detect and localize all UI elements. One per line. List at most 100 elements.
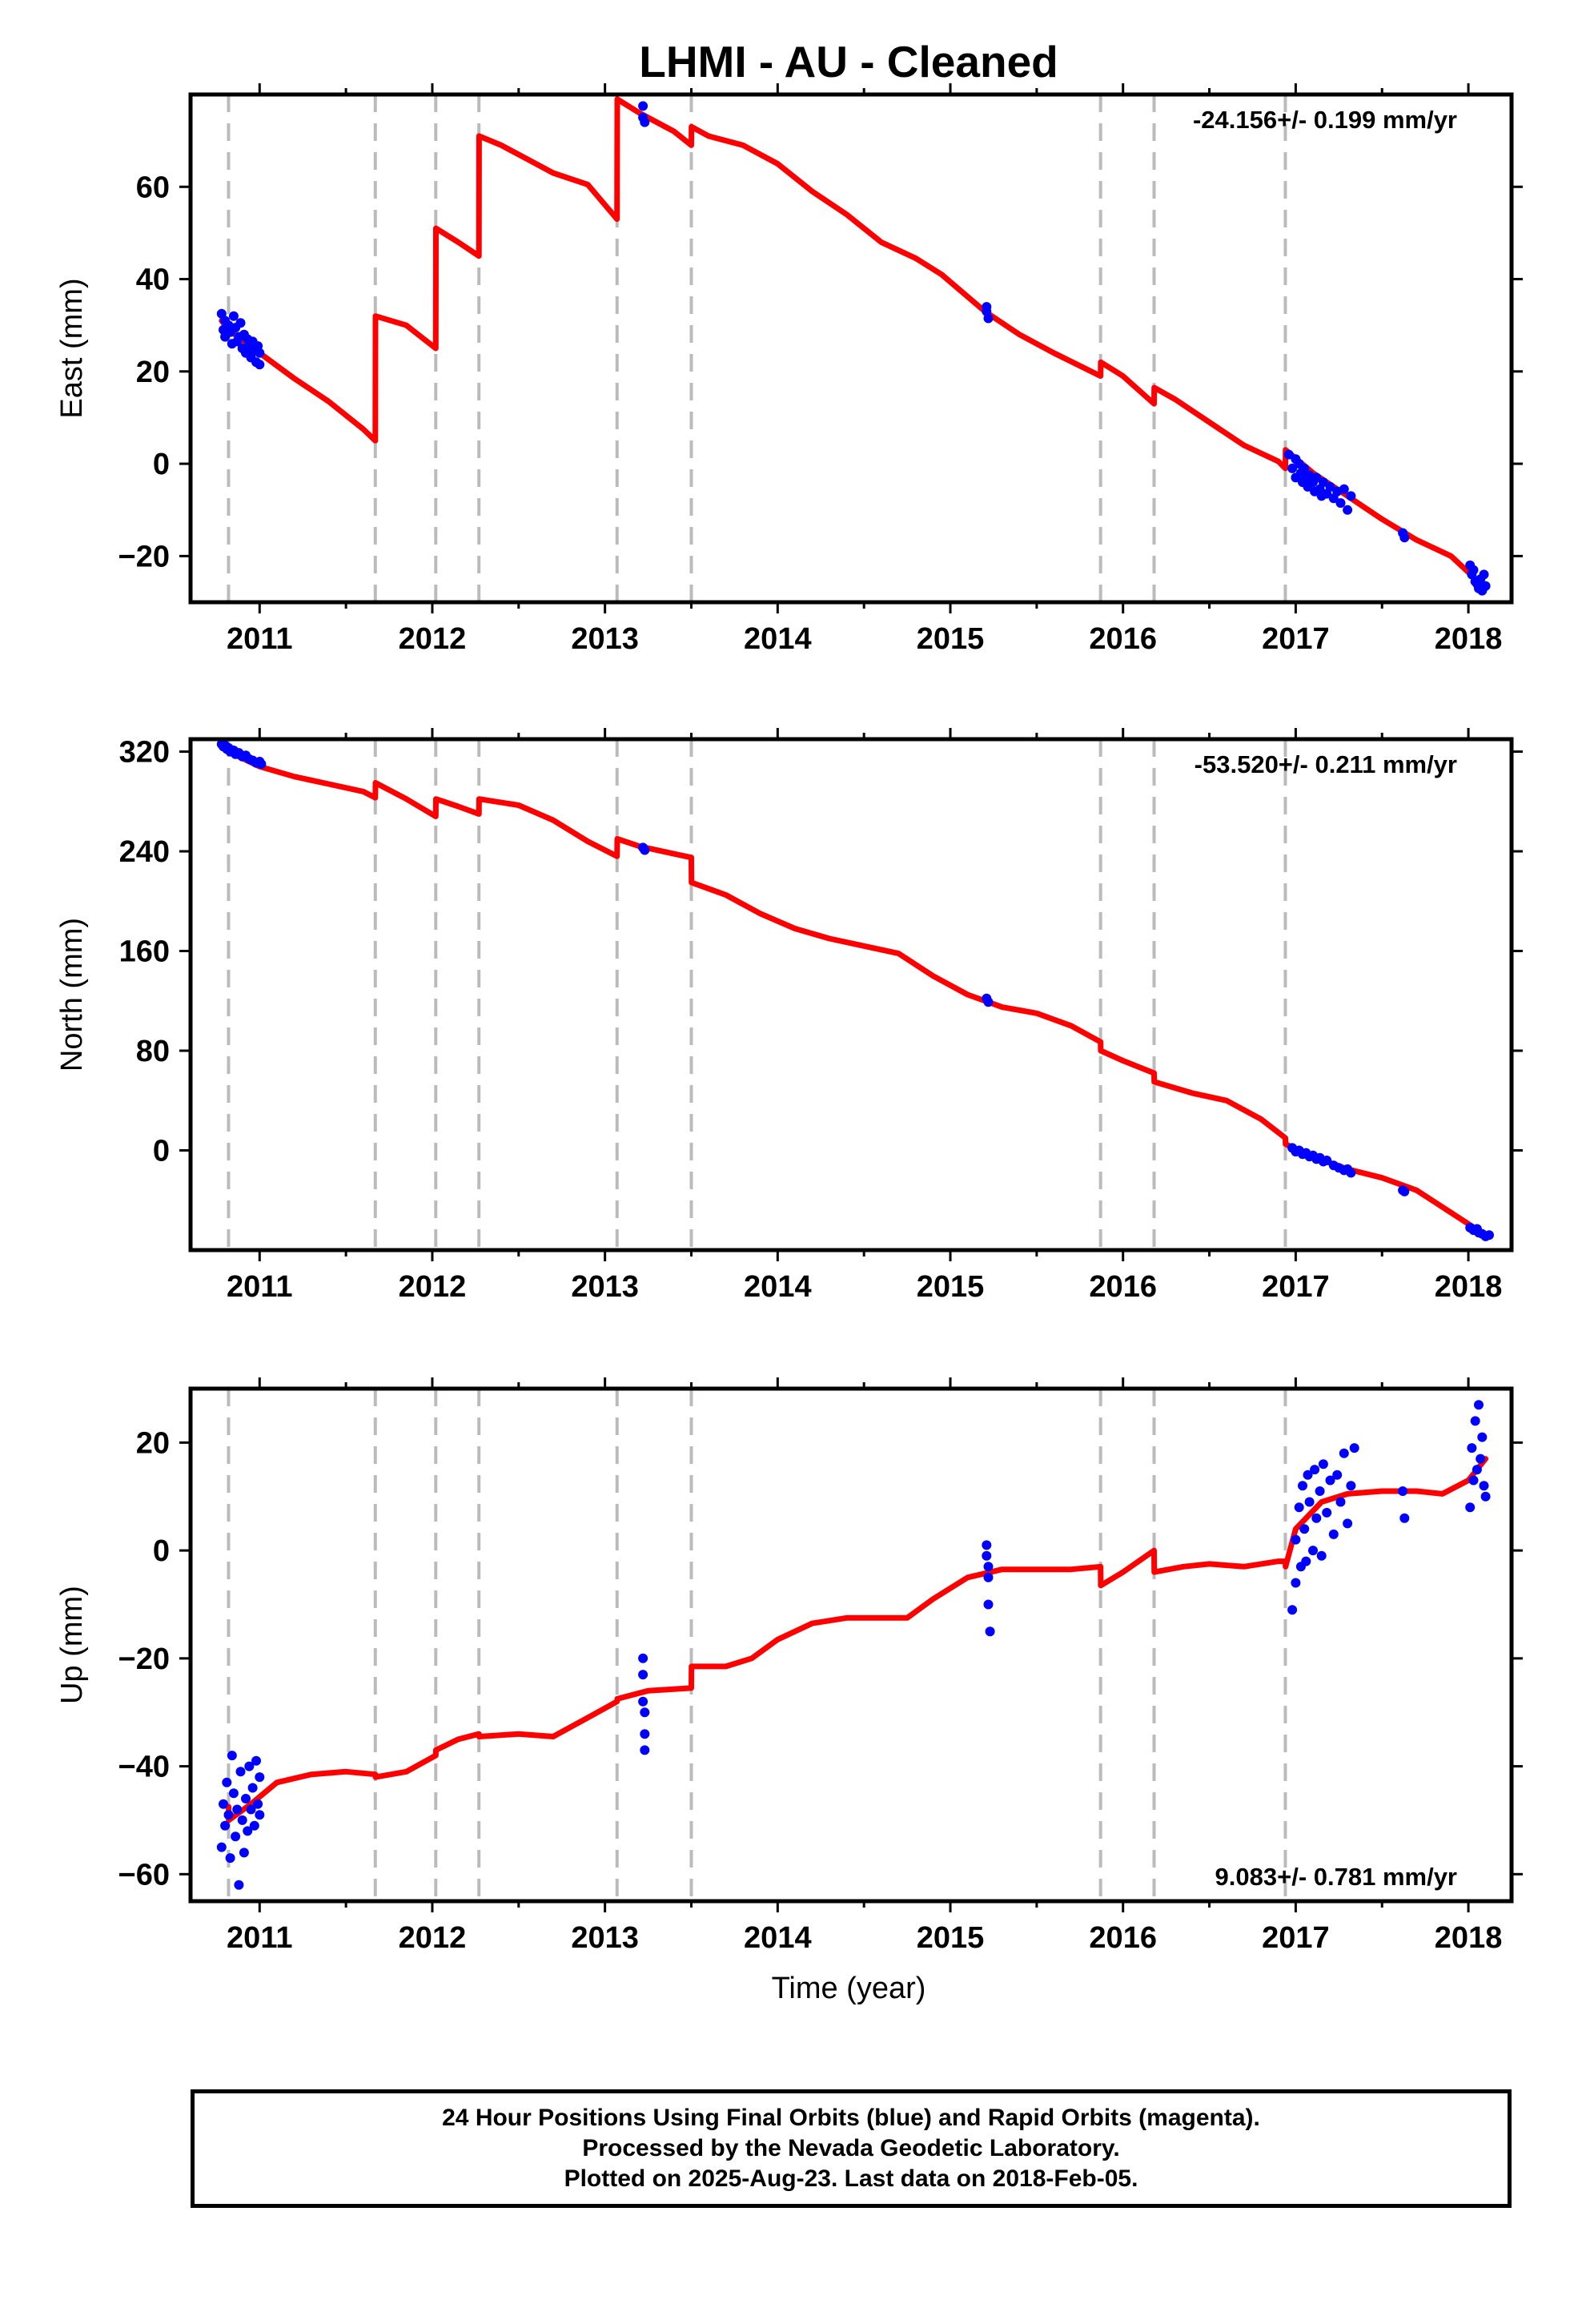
panel-frame xyxy=(188,737,1514,1252)
final-orbit-point xyxy=(1339,484,1349,494)
final-orbit-point xyxy=(253,1799,263,1809)
final-orbit-point xyxy=(225,1853,235,1864)
final-orbit-point xyxy=(1311,472,1322,483)
final-orbit-point xyxy=(638,101,648,111)
y-tick-label: 40 xyxy=(136,263,170,297)
final-orbit-point xyxy=(246,1804,256,1815)
model-line xyxy=(219,96,1489,592)
final-orbit-point xyxy=(1311,1513,1322,1523)
x-tick-label: 2013 xyxy=(571,1921,639,1955)
final-orbit-point xyxy=(640,117,650,127)
final-orbit-point xyxy=(982,1550,992,1561)
footer-line-2: Processed by the Nevada Geodetic Laborat… xyxy=(582,2135,1120,2161)
final-orbit-point xyxy=(231,1831,241,1842)
final-orbit-point xyxy=(255,360,265,370)
final-orbit-point xyxy=(247,1783,258,1793)
final-orbit-point xyxy=(1303,1470,1313,1480)
final-orbit-point xyxy=(1477,1432,1488,1442)
final-orbit-point xyxy=(255,1772,265,1783)
final-orbit-point xyxy=(1468,1475,1479,1486)
final-orbit-point xyxy=(1335,1497,1346,1507)
x-tick-label: 2017 xyxy=(1262,1921,1330,1955)
final-orbit-point xyxy=(223,1810,234,1820)
final-orbit-point xyxy=(1299,463,1310,473)
panel-east-events xyxy=(227,94,1287,602)
x-tick-label: 2017 xyxy=(1262,622,1330,656)
final-orbit-point xyxy=(1315,1486,1325,1496)
x-tick-label: 2016 xyxy=(1089,1270,1157,1304)
final-orbit-point xyxy=(1304,1497,1315,1507)
final-orbit-point xyxy=(228,311,239,321)
final-orbit-point xyxy=(1346,1481,1356,1491)
x-axis-label: Time (year) xyxy=(772,1972,926,2005)
final-orbit-point xyxy=(234,1880,244,1890)
x-tick-label: 2014 xyxy=(744,622,812,656)
final-orbit-point xyxy=(220,1820,231,1831)
final-orbit-point xyxy=(239,1848,249,1858)
final-orbit-point xyxy=(1287,463,1298,473)
final-orbit-point xyxy=(638,1670,648,1680)
panel-north-events xyxy=(227,739,1287,1250)
panel-frame xyxy=(188,92,1514,605)
y-tick-label: 20 xyxy=(136,1426,170,1460)
panel-up-events xyxy=(227,1389,1287,1901)
panel-east-model xyxy=(219,96,1489,592)
panel-up-model xyxy=(219,1456,1489,1823)
final-orbit-point xyxy=(640,1729,650,1739)
final-orbit-point xyxy=(237,1815,247,1825)
final-orbit-point xyxy=(244,1761,255,1771)
panel-up-points xyxy=(216,1400,1491,1890)
x-tick-label: 2013 xyxy=(571,1270,639,1304)
final-orbit-point xyxy=(1287,1605,1298,1615)
final-orbit-point xyxy=(1349,1443,1359,1454)
panel-north-ylabel: North (mm) xyxy=(55,918,89,1072)
x-tick-label: 2014 xyxy=(744,1270,812,1304)
y-tick-label: 160 xyxy=(119,935,170,969)
final-orbit-point xyxy=(1325,481,1335,492)
final-orbit-point xyxy=(1470,1416,1480,1426)
x-tick-label: 2013 xyxy=(571,622,639,656)
final-orbit-point xyxy=(1468,565,1479,575)
panel-up-axes: 2011 2012 2013 2014 2015 2016 2017 2018 −60 −40 −2… xyxy=(118,1377,1523,1955)
final-orbit-point xyxy=(251,1755,261,1766)
final-orbit-point xyxy=(1484,1230,1494,1240)
final-orbit-point xyxy=(1310,1465,1320,1475)
final-orbit-point xyxy=(1467,1443,1477,1454)
x-tick-label: 2016 xyxy=(1089,622,1157,656)
final-orbit-point xyxy=(219,1799,228,1809)
y-tick-label: 240 xyxy=(119,835,170,869)
final-orbit-point xyxy=(982,1540,992,1550)
panel-east-points xyxy=(216,101,1491,596)
final-orbit-point xyxy=(222,1777,232,1787)
panel-up: 2011 2012 2013 2014 2015 2016 2017 2018 −60 −40 −2… xyxy=(55,1377,1523,1955)
y-tick-label: 0 xyxy=(153,1135,170,1168)
y-tick-label: 20 xyxy=(136,356,170,389)
final-orbit-point xyxy=(1332,1470,1343,1480)
final-orbit-point xyxy=(256,759,267,770)
final-orbit-point xyxy=(1283,449,1294,460)
final-orbit-point xyxy=(1476,1454,1486,1464)
final-orbit-point xyxy=(640,1707,650,1718)
panel-north: 2011 2012 2013 2014 2015 2016 2017 2018 0 80 160 24… xyxy=(55,728,1523,1304)
final-orbit-point xyxy=(1291,1578,1301,1588)
footer-box: 24 Hour Positions Using Final Orbits (bl… xyxy=(191,2089,1512,2208)
y-tick-label: −40 xyxy=(118,1751,170,1784)
x-tick-label: 2011 xyxy=(227,622,292,656)
final-orbit-point xyxy=(1343,1518,1353,1529)
panel-north-rate: -53.520+/- 0.211 mm/yr xyxy=(1195,750,1457,778)
final-orbit-point xyxy=(1480,1491,1491,1502)
final-orbit-point xyxy=(255,1810,265,1820)
final-orbit-point xyxy=(1298,1481,1307,1491)
final-orbit-point xyxy=(1399,1186,1410,1196)
x-tick-label: 2017 xyxy=(1262,1270,1330,1304)
final-orbit-point xyxy=(1339,1448,1349,1458)
final-orbit-point xyxy=(1325,1475,1335,1486)
final-orbit-point xyxy=(1294,1502,1304,1513)
x-tick-label: 2015 xyxy=(917,1921,985,1955)
final-orbit-point xyxy=(983,1562,994,1572)
panel-up-rate: 9.083+/- 0.781 mm/yr xyxy=(1215,1863,1457,1891)
final-orbit-point xyxy=(1399,533,1410,543)
panel-east-ylabel: East (mm) xyxy=(55,278,89,418)
final-orbit-point xyxy=(1299,1524,1310,1534)
final-orbit-point xyxy=(1398,1486,1408,1496)
